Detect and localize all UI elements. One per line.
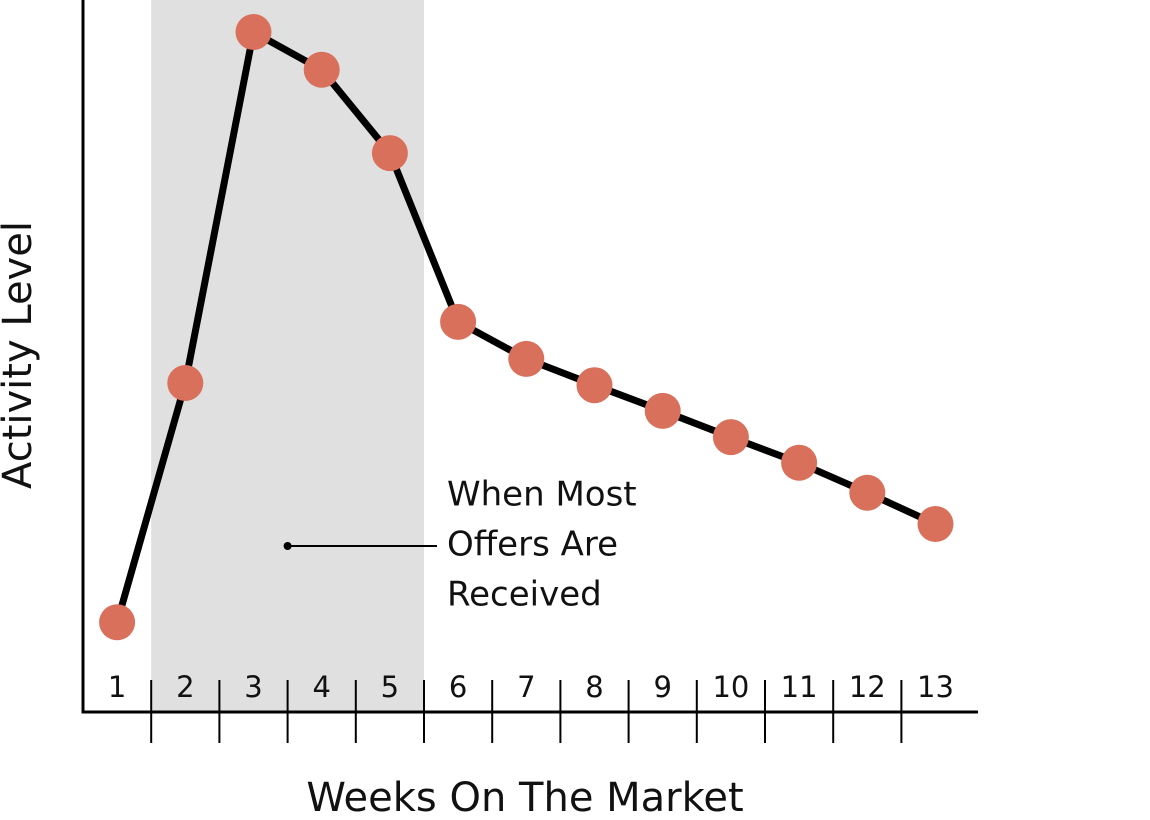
x-tick-label: 2 [176, 670, 194, 704]
x-tick-label: 3 [244, 670, 262, 704]
x-tick-label: 9 [653, 670, 671, 704]
x-tick-label: 10 [712, 670, 749, 704]
data-point [712, 419, 749, 456]
x-tick-label: 12 [849, 670, 886, 704]
x-tick-label: 11 [781, 670, 818, 704]
data-point [781, 444, 818, 481]
data-point [440, 303, 477, 340]
data-point [235, 14, 272, 51]
annotation-text: Offers Are [447, 525, 618, 565]
x-tick-label: 5 [381, 670, 399, 704]
data-point [508, 340, 545, 377]
data-point [99, 604, 136, 641]
x-tick-label: 1 [108, 670, 126, 704]
data-point [303, 51, 340, 88]
x-tick-label: 7 [517, 670, 535, 704]
highlight-region [151, 0, 424, 712]
x-axis-label: Weeks On The Market [306, 775, 743, 820]
data-point [644, 392, 681, 429]
x-tick-label: 4 [312, 670, 330, 704]
data-point [371, 135, 408, 172]
data-point [917, 506, 954, 543]
x-tick-label: 6 [449, 670, 467, 704]
data-point [576, 367, 613, 404]
annotation-text: Received [447, 575, 602, 615]
data-point [167, 365, 204, 402]
annotation-dot [283, 542, 292, 550]
y-axis-label: Activity Level [0, 221, 41, 489]
x-tick-label: 8 [585, 670, 603, 704]
annotation-text: When Most [447, 475, 637, 515]
x-tick-label: 13 [917, 670, 954, 704]
data-point [849, 474, 886, 511]
